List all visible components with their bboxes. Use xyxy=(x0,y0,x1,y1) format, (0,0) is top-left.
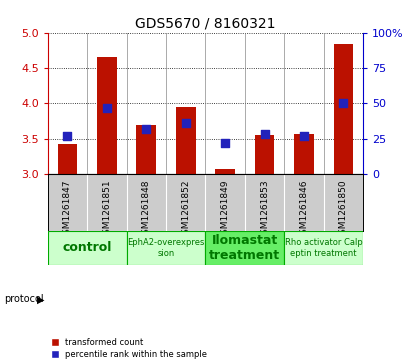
Text: GSM1261849: GSM1261849 xyxy=(221,180,229,240)
Text: GSM1261850: GSM1261850 xyxy=(339,180,348,240)
Point xyxy=(300,133,307,139)
Point xyxy=(222,140,229,146)
Point xyxy=(183,120,189,126)
Point xyxy=(64,133,71,139)
Bar xyxy=(255,135,274,174)
Bar xyxy=(127,231,205,265)
Bar xyxy=(205,231,284,265)
Text: protocol: protocol xyxy=(4,294,44,305)
Text: GSM1261847: GSM1261847 xyxy=(63,180,72,240)
Text: ▶: ▶ xyxy=(37,294,44,305)
Bar xyxy=(48,231,127,265)
Legend: transformed count, percentile rank within the sample: transformed count, percentile rank withi… xyxy=(52,338,207,359)
Bar xyxy=(176,107,195,174)
Bar xyxy=(284,231,363,265)
Bar xyxy=(334,44,353,174)
Text: EphA2-overexpres
sion: EphA2-overexpres sion xyxy=(127,238,205,257)
Text: GSM1261852: GSM1261852 xyxy=(181,180,190,240)
Bar xyxy=(137,125,156,174)
Title: GDS5670 / 8160321: GDS5670 / 8160321 xyxy=(135,16,276,30)
Bar xyxy=(58,144,77,174)
Point xyxy=(261,131,268,137)
Text: GSM1261851: GSM1261851 xyxy=(103,180,111,240)
Point xyxy=(104,105,110,110)
Bar xyxy=(97,57,117,174)
Bar xyxy=(215,169,235,174)
Point xyxy=(340,101,347,106)
Text: Ilomastat
treatment: Ilomastat treatment xyxy=(209,234,281,262)
Point xyxy=(143,126,150,132)
Text: control: control xyxy=(63,241,112,254)
Text: GSM1261853: GSM1261853 xyxy=(260,180,269,240)
Bar xyxy=(294,134,314,174)
Text: GSM1261848: GSM1261848 xyxy=(142,180,151,240)
Text: Rho activator Calp
eptin treatment: Rho activator Calp eptin treatment xyxy=(285,238,363,257)
Text: GSM1261846: GSM1261846 xyxy=(300,180,308,240)
